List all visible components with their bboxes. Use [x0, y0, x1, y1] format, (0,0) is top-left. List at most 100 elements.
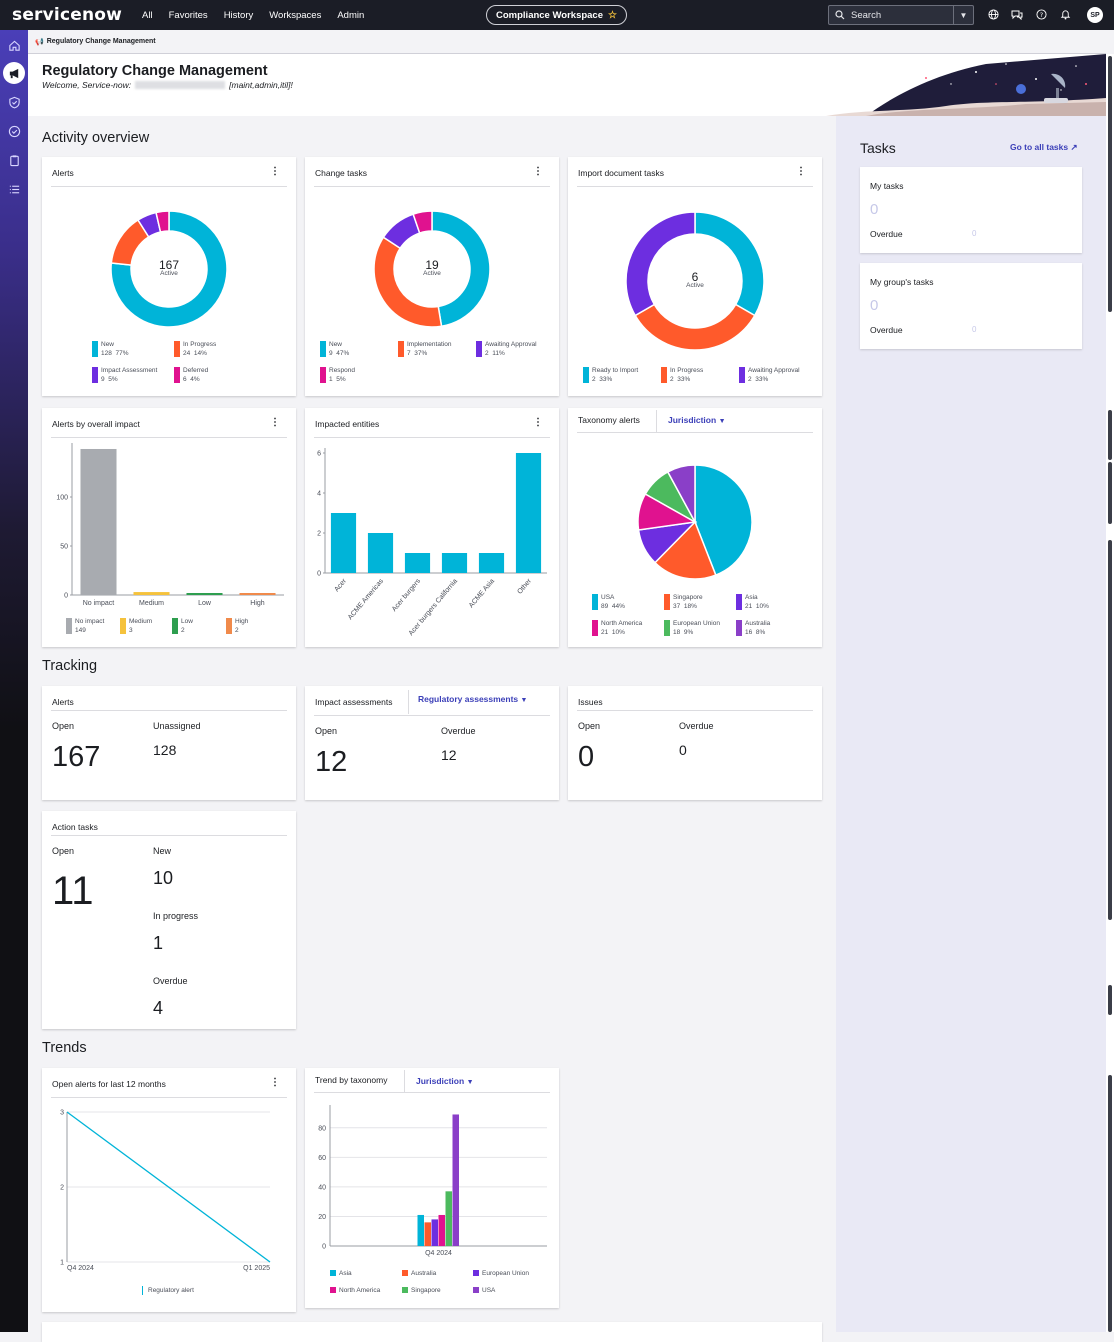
my-group-tasks-card[interactable]: My group's tasks 0 Overdue 0 — [860, 263, 1082, 349]
bar[interactable] — [417, 1214, 425, 1246]
help-icon[interactable]: ? — [1034, 7, 1048, 21]
legend-item[interactable]: Low 2 — [172, 618, 193, 635]
workspace-pill[interactable]: Compliance Workspace ☆ — [486, 5, 627, 25]
pie-slice[interactable] — [412, 210, 433, 235]
nav-favorites[interactable]: Favorites — [168, 9, 208, 21]
legend-item[interactable]: North America — [330, 1287, 380, 1294]
pie-slice[interactable] — [625, 211, 696, 317]
go-to-all-tasks-link[interactable]: Go to all tasks ↗ — [1010, 142, 1078, 152]
import-tasks-donut-chart[interactable] — [568, 189, 822, 359]
star-icon[interactable]: ☆ — [608, 9, 617, 21]
more-menu-icon[interactable]: ⋮ — [270, 166, 280, 177]
nav-admin[interactable]: Admin — [337, 9, 365, 21]
pie-slice[interactable] — [110, 210, 228, 328]
legend-item[interactable]: Respond 1 5% — [320, 367, 355, 384]
global-search[interactable]: Search ▼ — [828, 5, 974, 25]
bar[interactable] — [330, 513, 357, 573]
legend-item[interactable]: Medium 3 — [120, 618, 152, 635]
more-menu-icon[interactable]: ⋮ — [270, 417, 280, 428]
scrollbar-thumb[interactable] — [1108, 1075, 1112, 1332]
pie-slice[interactable] — [666, 464, 696, 523]
legend-item[interactable]: New 128 77% — [92, 341, 129, 358]
tracking-alerts-card[interactable]: Alerts Open 167 Unassigned 128 — [42, 686, 296, 800]
legend-item[interactable]: Singapore 37 18% — [664, 594, 703, 611]
series-line[interactable] — [66, 1111, 271, 1263]
legend-name[interactable]: Regulatory alert — [148, 1287, 194, 1295]
legend-item[interactable]: USA 89 44% — [592, 594, 625, 611]
legend-item[interactable]: Ready to Import 2 33% — [583, 367, 638, 384]
jurisdiction-dropdown[interactable]: Jurisdiction ▼ — [416, 1076, 474, 1086]
assessments-dropdown[interactable]: Regulatory assessments ▼ — [418, 694, 527, 704]
clipboard-icon[interactable] — [5, 151, 23, 169]
shield-check-icon[interactable] — [5, 93, 23, 111]
bar[interactable] — [515, 453, 542, 573]
legend-item[interactable]: European Union 18 9% — [664, 620, 720, 637]
pie-slice[interactable] — [431, 210, 491, 328]
alerts-impact-bar-chart[interactable]: 0 50 100 No impact Medium Low High — [42, 438, 296, 613]
my-tasks-card[interactable]: My tasks 0 Overdue 0 — [860, 167, 1082, 253]
legend-item[interactable]: Impact Assessment 9 5% — [92, 367, 157, 384]
globe-icon[interactable] — [986, 7, 1000, 21]
bar[interactable] — [186, 593, 223, 595]
change-tasks-donut-chart[interactable] — [305, 189, 559, 359]
more-menu-icon[interactable]: ⋮ — [533, 166, 543, 177]
legend-item[interactable]: North America 21 10% — [592, 620, 642, 637]
more-menu-icon[interactable]: ⋮ — [796, 166, 806, 177]
bar[interactable] — [239, 593, 276, 595]
action-tasks-card[interactable]: Action tasks Open 11 New 10 In progress … — [42, 811, 296, 1029]
pie-slice[interactable] — [694, 211, 765, 317]
bar[interactable] — [367, 533, 394, 573]
legend-item[interactable]: Awaiting Approval 2 11% — [476, 341, 537, 358]
bar[interactable] — [441, 553, 468, 573]
legend-item[interactable]: USA — [473, 1287, 495, 1294]
bar[interactable] — [431, 1219, 439, 1246]
scrollbar-thumb[interactable] — [1108, 56, 1112, 312]
nav-history[interactable]: History — [223, 9, 254, 21]
bar[interactable] — [424, 1222, 432, 1246]
jurisdiction-dropdown[interactable]: Jurisdiction ▼ — [668, 415, 726, 425]
more-menu-icon[interactable]: ⋮ — [270, 1077, 280, 1088]
legend-item[interactable]: Asia 21 10% — [736, 594, 769, 611]
bar[interactable] — [133, 592, 170, 595]
trend-taxonomy-bar-chart[interactable]: 0 20 40 60 80 Q4 2024 — [305, 1098, 559, 1268]
bar[interactable] — [445, 1191, 453, 1246]
home-icon[interactable] — [5, 36, 23, 54]
bar[interactable] — [404, 553, 431, 573]
bar[interactable] — [80, 448, 117, 595]
chat-icon[interactable] — [1010, 7, 1024, 21]
nav-all[interactable]: All — [142, 9, 153, 21]
legend-item[interactable]: In Progress 2 33% — [661, 367, 703, 384]
alerts-donut-chart[interactable] — [42, 189, 296, 359]
open-alerts-line-chart[interactable]: 1 2 3 Q4 2024 Q1 2025 — [42, 1100, 296, 1300]
scrollbar-thumb[interactable] — [1108, 462, 1112, 524]
taxonomy-pie-chart[interactable] — [568, 448, 822, 598]
legend-item[interactable]: Deferred 6 4% — [174, 367, 208, 384]
pie-slice[interactable] — [694, 464, 753, 577]
pie-slice[interactable] — [155, 210, 170, 233]
scrollbar-thumb[interactable] — [1108, 410, 1112, 460]
legend-item[interactable]: Singapore — [402, 1287, 441, 1294]
scrollbar-thumb[interactable] — [1108, 540, 1112, 920]
search-scope-dropdown[interactable]: ▼ — [953, 6, 973, 24]
tracking-impact-card[interactable]: Impact assessments Regulatory assessment… — [305, 686, 559, 800]
legend-item[interactable]: In Progress 24 14% — [174, 341, 216, 358]
more-menu-icon[interactable]: ⋮ — [533, 417, 543, 428]
legend-item[interactable]: Australia 16 8% — [736, 620, 770, 637]
pie-slice[interactable] — [373, 236, 443, 328]
legend-item[interactable]: High 2 — [226, 618, 248, 635]
pie-slice[interactable] — [634, 303, 756, 351]
avatar[interactable]: SP — [1087, 7, 1103, 23]
bar[interactable] — [438, 1214, 446, 1246]
pie-slice[interactable] — [653, 520, 717, 580]
legend-item[interactable]: Awaiting Approval 2 33% — [739, 367, 800, 384]
bar[interactable] — [452, 1114, 460, 1246]
legend-item[interactable]: European Union — [473, 1270, 529, 1277]
legend-item[interactable]: No impact 149 — [66, 618, 104, 635]
legend-item[interactable]: Asia — [330, 1270, 352, 1277]
legend-item[interactable]: New 9 47% — [320, 341, 349, 358]
legend-item[interactable]: Australia — [402, 1270, 436, 1277]
bar[interactable] — [478, 553, 505, 573]
legend-item[interactable]: Implementation 7 37% — [398, 341, 451, 358]
check-circle-icon[interactable] — [5, 122, 23, 140]
megaphone-icon[interactable] — [3, 62, 25, 84]
